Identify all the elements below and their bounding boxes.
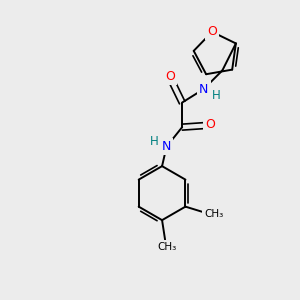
Text: N: N bbox=[162, 140, 171, 153]
Text: O: O bbox=[165, 70, 175, 83]
Text: N: N bbox=[199, 82, 208, 95]
Text: O: O bbox=[207, 25, 217, 38]
Text: H: H bbox=[212, 88, 221, 101]
Text: O: O bbox=[206, 118, 215, 130]
Text: CH₃: CH₃ bbox=[204, 209, 224, 219]
Text: H: H bbox=[150, 135, 159, 148]
Text: CH₃: CH₃ bbox=[157, 242, 176, 252]
